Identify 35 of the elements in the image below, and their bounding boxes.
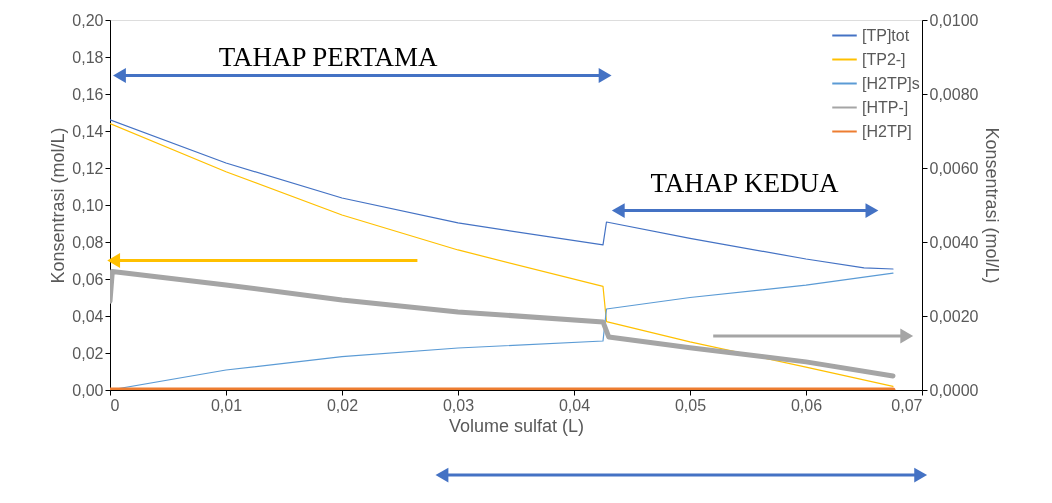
y2-tick-label: 0,0100 (929, 11, 979, 29)
y-axis-title: Konsentrasi (mol/L) (48, 127, 69, 284)
legend-label: [HTP-] (862, 98, 909, 116)
y-tick-label: 0,10 (72, 196, 104, 214)
y-tick-label: 0,08 (72, 233, 104, 251)
legend-label: [H2TP] (862, 122, 912, 140)
y-tick-label: 0,18 (72, 48, 104, 66)
y-tick-label: 0,14 (72, 122, 104, 140)
y2-tick-label: 0,0060 (929, 159, 979, 177)
y-tick-label: 0,16 (72, 85, 104, 103)
y-tick-label: 0,00 (72, 381, 104, 399)
x-tick-label: 0,06 (790, 396, 823, 414)
x-tick-label: 0 (110, 396, 120, 414)
annotation: TAHAP PERTAMA (218, 41, 438, 72)
y2-tick-label: 0,0080 (929, 85, 979, 103)
x-tick-label: 0,02 (326, 396, 359, 414)
x-tick-label: 0,07 (891, 396, 923, 414)
legend-label: [TP]tot (862, 26, 910, 44)
y-tick-label: 0,06 (72, 270, 104, 288)
y-tick-label: 0,20 (72, 11, 104, 29)
x-tick-label: 0,04 (558, 396, 591, 414)
x-tick-label: 0,03 (442, 396, 475, 414)
y2-tick-label: 0,0000 (929, 381, 979, 399)
legend-label: [H2TP]s (862, 74, 920, 92)
y2-tick-label: 0,0040 (929, 233, 979, 251)
x-tick-label: 0,01 (210, 396, 243, 414)
y-tick-label: 0,12 (72, 159, 104, 177)
y-tick-label: 0,04 (72, 307, 104, 325)
x-tick-label: 0,05 (674, 396, 707, 414)
legend-label: [TP2-] (862, 50, 906, 68)
annotation: TAHAP KEDUA (650, 167, 840, 198)
y-tick-label: 0,02 (72, 344, 104, 362)
y2-axis-title: Konsentrasi (mol/L) (982, 127, 1003, 284)
y2-tick-label: 0,0020 (929, 307, 979, 325)
x-axis-title: Volume sulfat (L) (448, 415, 585, 436)
